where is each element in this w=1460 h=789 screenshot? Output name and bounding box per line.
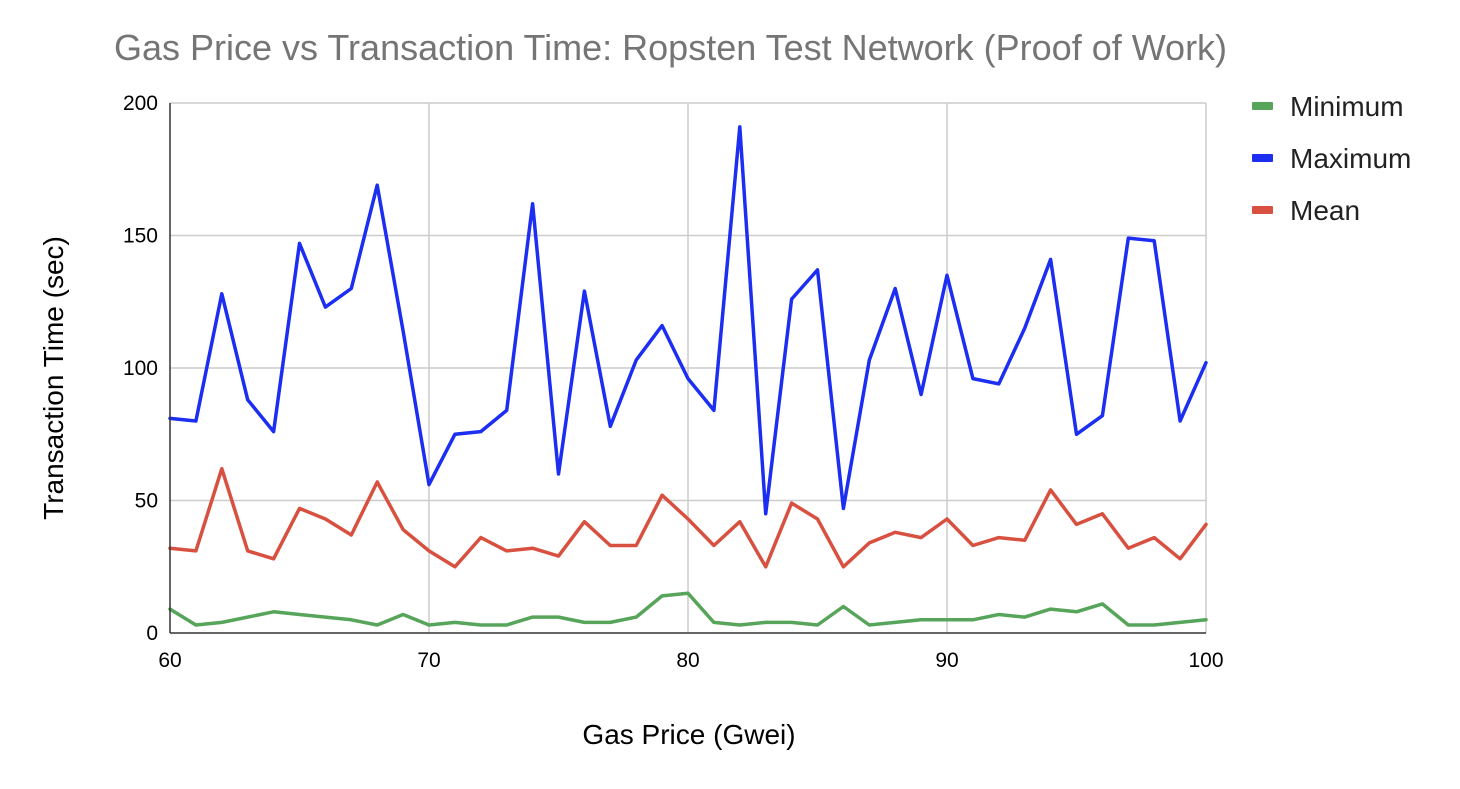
- y-axis-title: Transaction Time (sec): [38, 236, 69, 520]
- series-line-maximum: [168, 125, 1208, 516]
- y-tick-label: 100: [123, 357, 158, 380]
- x-tick-label: 100: [1188, 649, 1223, 672]
- series-line-mean: [168, 466, 1208, 569]
- legend-label-maximum: Maximum: [1290, 143, 1411, 174]
- legend: Minimum Maximum Mean: [1252, 91, 1411, 226]
- y-tick-label: 200: [123, 92, 158, 115]
- chart-title: Gas Price vs Transaction Time: Ropsten T…: [114, 27, 1227, 68]
- x-tick-label: 70: [417, 649, 440, 672]
- legend-swatch-mean: [1252, 206, 1273, 214]
- legend-label-mean: Mean: [1290, 195, 1360, 226]
- y-tick-label: 50: [135, 490, 158, 513]
- x-axis-title: Gas Price (Gwei): [582, 719, 795, 750]
- x-tick-label: 60: [158, 649, 181, 672]
- series-lines: [168, 125, 1208, 627]
- legend-label-minimum: Minimum: [1290, 91, 1404, 122]
- legend-swatch-maximum: [1252, 154, 1273, 162]
- grid-lines: [170, 102, 1207, 633]
- legend-swatch-minimum: [1252, 102, 1273, 110]
- x-tick-label: 90: [935, 649, 958, 672]
- axes: 60 70 80 90 100 0 50 100 150 200: [123, 92, 1224, 672]
- y-tick-label: 0: [146, 622, 158, 645]
- x-tick-label: 80: [676, 649, 699, 672]
- y-tick-label: 150: [123, 225, 158, 248]
- series-line-minimum: [168, 591, 1208, 627]
